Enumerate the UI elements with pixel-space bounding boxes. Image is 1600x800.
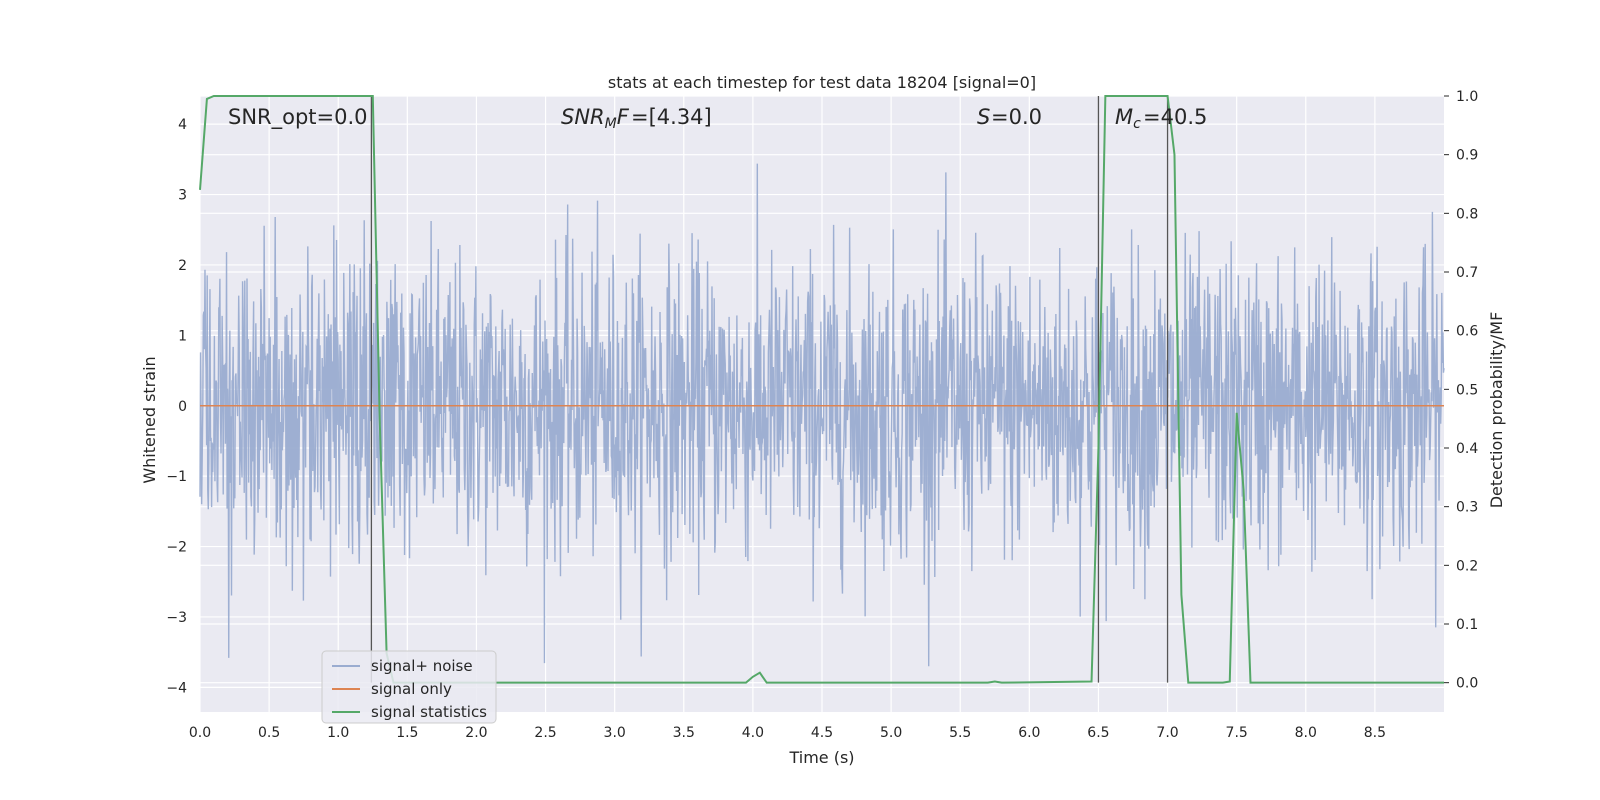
y-tick-label-left: −4 [166,680,187,696]
y-tick-label-left: 1 [178,328,187,344]
x-tick-label: 7.5 [1226,725,1248,741]
y-tick-label-right: 0.7 [1456,265,1478,281]
x-tick-label: 6.0 [1018,725,1040,741]
y-tick-label-left: 0 [178,399,187,415]
annotation-snr-mf-value: =[4.34] [631,105,712,129]
annotation-s: S =0.0 [977,105,1042,129]
y-axis-label-left: Whitened strain [140,356,159,483]
y-tick-label-right: 0.3 [1456,500,1478,516]
x-tick-label: 2.0 [465,725,487,741]
y-tick-label-left: −2 [166,540,187,556]
annotation-mc-value: =40.5 [1143,105,1207,129]
y-tick-label-right: 1.0 [1456,89,1478,105]
annotation-s-value: =0.0 [991,105,1042,129]
y-tick-label-left: −1 [166,469,187,485]
legend-label: signal+ noise [371,657,473,675]
annotation-snr-opt: SNR_opt=0.0 [228,105,368,130]
series-signal-statistics [199,95,1444,684]
x-tick-label: 8.5 [1364,725,1386,741]
x-tick-label: 1.0 [327,725,349,741]
legend-label: signal statistics [371,703,487,721]
x-tick-label: 7.0 [1156,725,1178,741]
y-tick-label-left: −3 [166,610,187,626]
annotation-mc: Mc =40.5 [1115,105,1207,132]
y-tick-label-left: 2 [178,258,187,274]
legend-label: signal only [371,680,452,698]
y-tick-label-left: 4 [178,117,187,133]
x-tick-label: 8.0 [1295,725,1317,741]
x-tick-label: 0.5 [258,725,280,741]
y-tick-label-right: 0.1 [1456,617,1478,633]
x-axis-label: Time (s) [788,748,854,767]
x-tick-label: 0.0 [189,725,211,741]
y-tick-label-right: 0.9 [1456,148,1478,164]
x-tick-label: 2.5 [534,725,556,741]
legend-box [321,650,497,724]
x-tick-label: 5.0 [880,725,902,741]
annotation-snr-mf: SNRMF =[4.34] [561,105,712,132]
x-tick-label: 4.5 [811,725,833,741]
vertical-markers [370,96,1169,683]
y-tick-label-right: 0.8 [1456,206,1478,222]
x-tick-label: 4.0 [742,725,764,741]
legend: signal+ noise signal only signal statistic… [321,650,497,724]
annotation-s-symbol: S [977,105,990,129]
x-tick-label: 1.5 [396,725,418,741]
signal-statistics-line [199,95,1444,684]
chart-title: stats at each timestep for test data 182… [608,73,1036,92]
annotation-snr-mf-symbol: SNRMF [561,105,630,132]
y-tick-label-right: 0.0 [1456,676,1478,692]
y-tick-label-right: 0.4 [1456,441,1478,457]
y-tick-label-right: 0.5 [1456,382,1478,398]
y-axis-label-right: Detection probability/MF [1487,312,1506,509]
x-tick-label: 3.5 [673,725,695,741]
tick-labels: 0.0 0.5 1.0 1.5 2.0 2.5 3.0 3.5 4.0 4.5 5.0 5.5 6.0 6… [166,89,1478,741]
y-tick-label-right: 0.6 [1456,324,1478,340]
y-tick-label-right: 0.2 [1456,558,1478,574]
x-tick-label: 6.5 [1087,725,1109,741]
x-tick-label: 5.5 [949,725,971,741]
y-tick-label-left: 3 [178,188,187,204]
x-tick-label: 3.0 [604,725,626,741]
